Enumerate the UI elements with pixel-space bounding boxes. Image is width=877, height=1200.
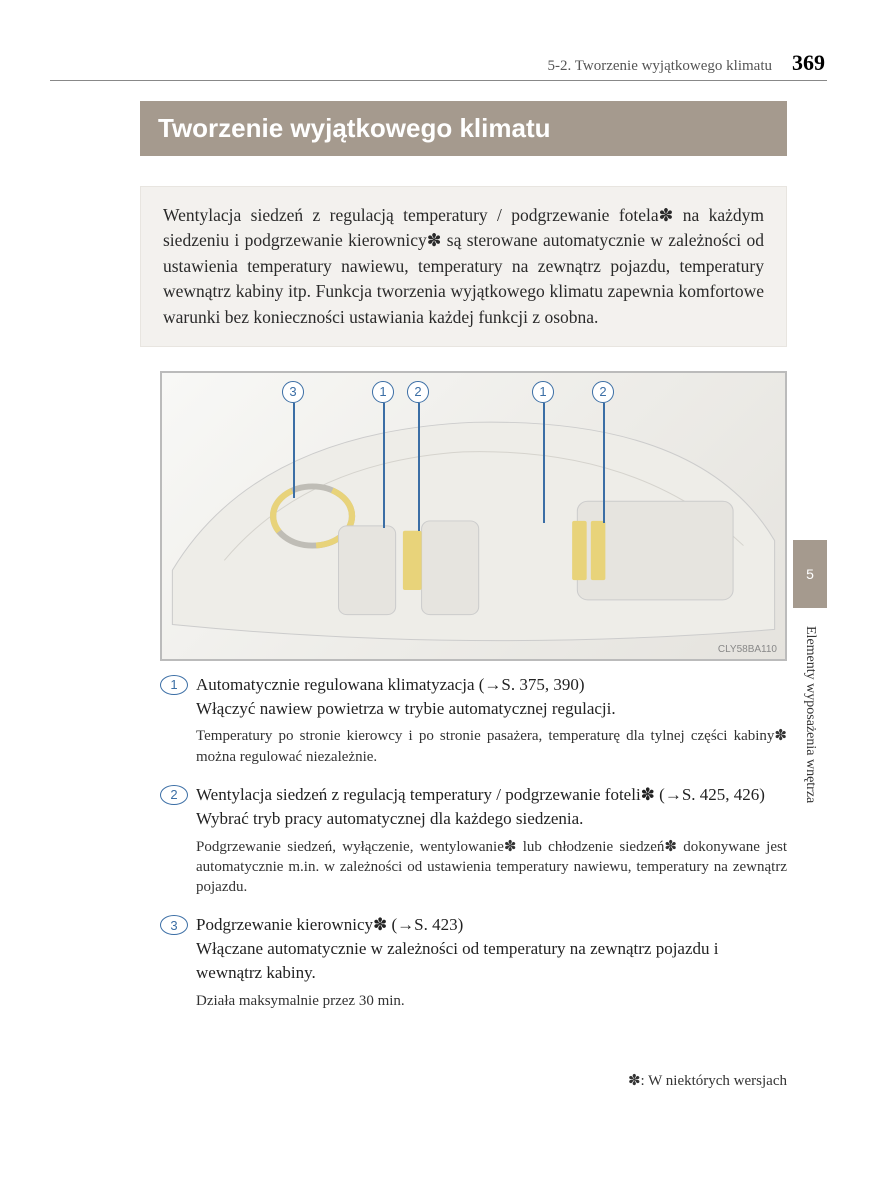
item-subtext: Podgrzewanie siedzeń, wyłączenie, wentyl… (196, 837, 787, 898)
callout-line (383, 403, 385, 528)
item-subtext: Działa maksymalnie przez 30 min. (196, 991, 787, 1011)
item-subtext: Temperatury po stronie kierowcy i po str… (196, 726, 787, 767)
callout-1b: 1 (532, 381, 554, 403)
item-line: Wybrać tryb pracy automatycznej dla każd… (196, 807, 787, 831)
callout-1a: 1 (372, 381, 394, 403)
callout-line (418, 403, 420, 531)
item-line: Włączyć nawiew powietrza w trybie automa… (196, 697, 787, 721)
callout-line (603, 403, 605, 523)
list-item: 2 Wentylacja siedzeń z regulacją tempera… (160, 783, 787, 907)
item-title: Podgrzewanie kierownicy✽ (→S. 423) (196, 913, 787, 937)
callout-line (543, 403, 545, 523)
callout-line (293, 403, 295, 498)
chapter-tab: 5 (793, 540, 827, 608)
page-header: 5-2. Tworzenie wyjątkowego klimatu 369 (50, 50, 827, 81)
callout-2a: 2 (407, 381, 429, 403)
item-title: Wentylacja siedzeń z regulacją temperatu… (196, 783, 787, 807)
numbered-list: 1 Automatycznie regulowana klimatyzacja … (160, 673, 787, 1021)
item-number-1: 1 (160, 675, 188, 695)
footnote: ✽: W niektórych wersjach (160, 1071, 787, 1090)
item-number-2: 2 (160, 785, 188, 805)
item-title: Automatycznie regulowana klimatyzacja (→… (196, 673, 787, 697)
callout-3: 3 (282, 381, 304, 403)
intro-box: Wentylacja siedzeń z regulacją temperatu… (140, 186, 787, 347)
list-item: 1 Automatycznie regulowana klimatyzacja … (160, 673, 787, 777)
page-number: 369 (792, 50, 825, 76)
section-label: 5-2. Tworzenie wyjątkowego klimatu (548, 58, 772, 75)
figure-reference: CLY58BA110 (718, 644, 777, 655)
item-line: Włączane automatycznie w zależności od t… (196, 937, 787, 985)
item-number-3: 3 (160, 915, 188, 935)
chapter-side-label: Elementy wyposażenia wnętrza (793, 620, 827, 860)
callout-2b: 2 (592, 381, 614, 403)
list-item: 3 Podgrzewanie kierownicy✽ (→S. 423) Włą… (160, 913, 787, 1021)
interior-diagram: 3 1 2 1 2 CLY58BA110 (160, 371, 787, 661)
page-title: Tworzenie wyjątkowego klimatu (140, 101, 787, 156)
